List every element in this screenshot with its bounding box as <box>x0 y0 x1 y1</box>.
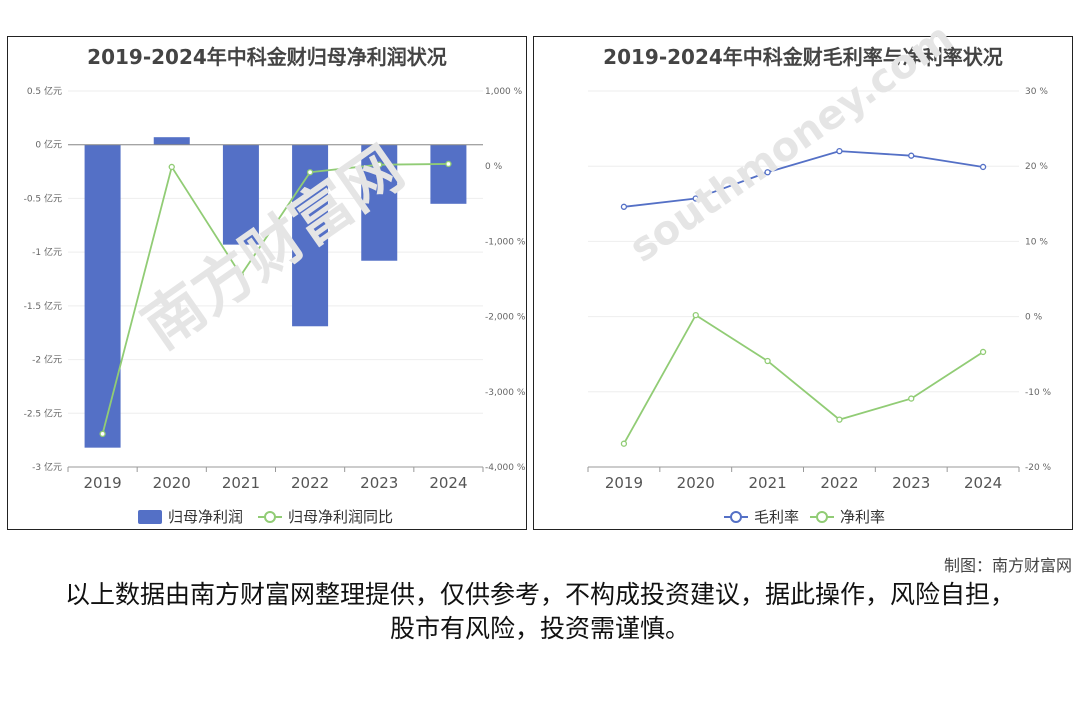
series-line <box>101 163 449 435</box>
x-tick-label: 2021 <box>222 474 260 492</box>
y-right-tick-label: 0 % <box>1025 313 1043 323</box>
y-left-tick-label: -1 亿元 <box>32 246 62 258</box>
y-right-tick-label: -4,000 % <box>485 463 526 473</box>
bar <box>84 144 121 448</box>
data-point <box>979 163 987 171</box>
data-point <box>764 357 771 365</box>
x-tick-label: 2019 <box>605 474 643 492</box>
y-left-tick-label: -3 亿元 <box>32 461 62 473</box>
legend-label: 归母净利润同比 <box>288 508 393 526</box>
data-point <box>620 203 628 210</box>
data-point <box>764 169 771 176</box>
y-right-tick-label: 1,000 % <box>485 87 523 97</box>
data-point <box>836 148 843 155</box>
y-right-tick-label: 30 % <box>1025 87 1048 97</box>
data-point <box>168 163 175 171</box>
y-right-tick-label: 0 % <box>485 162 503 172</box>
net-profit-chart: 0.5 亿元 0 亿元 -0.5 亿元 -1 亿元 -1.5 亿元 -2 亿元 -2.5 亿… <box>24 85 526 526</box>
data-point <box>979 348 987 356</box>
data-point <box>908 152 915 159</box>
y-left-tick-label: 0.5 亿元 <box>27 85 62 97</box>
legend-label: 归母净利润 <box>168 508 243 526</box>
legend-label: 净利率 <box>840 508 885 526</box>
x-tick-label: 2023 <box>892 474 930 492</box>
data-point <box>692 311 699 319</box>
x-tick-label: 2020 <box>677 474 715 492</box>
data-point <box>908 395 915 402</box>
margin-chart: 30 % 20 % 10 % 0 % -10 % -20 % 2019 2020 2021 202… <box>587 87 1052 526</box>
y-left-tick-label: -2.5 亿元 <box>24 407 62 419</box>
y-left-tick-label: -2 亿元 <box>32 354 62 366</box>
data-point <box>692 195 699 202</box>
y-right-tick-label: 20 % <box>1025 162 1048 172</box>
chart-credit: 制图：南方财富网 <box>943 556 1072 575</box>
series-line <box>623 313 984 445</box>
y-left-tick-label: -0.5 亿元 <box>24 192 62 204</box>
x-tick-label: 2022 <box>291 474 329 492</box>
x-tick-label: 2022 <box>820 474 858 492</box>
x-tick-label: 2024 <box>964 474 1002 492</box>
data-point <box>99 430 106 438</box>
data-point <box>306 169 314 176</box>
disclaimer-text: 以上数据由南方财富网整理提供，仅供参考，不构成投资建议，据此操作，风险自担，股市… <box>64 580 1015 643</box>
data-point <box>445 160 452 168</box>
data-point <box>620 440 628 447</box>
bar <box>430 144 467 204</box>
margin-chart-panel: 2019-2024年中科金财毛利率与净利率状况 30 % 20 % 10 % 0 % -… <box>533 36 1073 530</box>
y-right-tick-label: -2,000 % <box>485 313 526 323</box>
y-right-tick-label: -1,000 % <box>485 237 526 247</box>
legend-bar-swatch <box>138 510 162 524</box>
bar <box>153 137 190 145</box>
y-right-tick-label: -10 % <box>1025 388 1052 398</box>
chart-title: 2019-2024年中科金财归母净利润状况 <box>87 45 447 69</box>
x-tick-label: 2020 <box>153 474 191 492</box>
y-left-tick-label: 0 亿元 <box>35 139 62 151</box>
legend-label: 毛利率 <box>754 508 799 526</box>
y-right-tick-label: -20 % <box>1025 463 1052 473</box>
legend-line-marker <box>730 511 742 523</box>
bar <box>222 144 259 245</box>
legend-line-marker <box>816 511 828 523</box>
x-tick-label: 2023 <box>360 474 398 492</box>
x-tick-label: 2024 <box>429 474 467 492</box>
data-point <box>237 272 245 279</box>
chart-title: 2019-2024年中科金财毛利率与净利率状况 <box>603 45 1003 69</box>
data-point <box>376 161 383 168</box>
y-right-tick-label: -3,000 % <box>485 388 526 398</box>
series-line <box>623 150 984 208</box>
x-tick-label: 2021 <box>748 474 786 492</box>
y-right-tick-label: 10 % <box>1025 237 1048 247</box>
y-left-tick-label: -1.5 亿元 <box>24 300 62 312</box>
legend-line-marker <box>264 511 276 523</box>
x-tick-label: 2019 <box>83 474 121 492</box>
data-point <box>836 416 843 423</box>
net-profit-chart-panel: 2019-2024年中科金财归母净利润状况 0.5 亿元 0 亿元 -0.5 亿元 -… <box>7 36 527 530</box>
